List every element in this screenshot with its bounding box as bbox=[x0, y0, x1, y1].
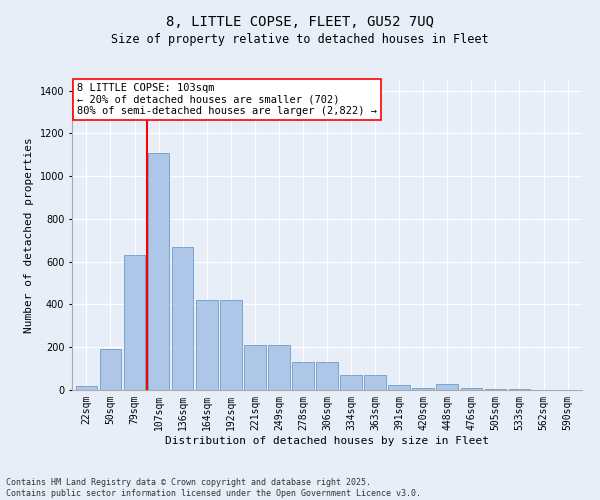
Text: 8 LITTLE COPSE: 103sqm
← 20% of detached houses are smaller (702)
80% of semi-de: 8 LITTLE COPSE: 103sqm ← 20% of detached… bbox=[77, 83, 377, 116]
Bar bbox=[436, 384, 458, 390]
Bar bbox=[388, 384, 410, 390]
Bar bbox=[196, 300, 218, 390]
Bar bbox=[124, 256, 145, 390]
Bar bbox=[148, 152, 169, 390]
Text: Contains HM Land Registry data © Crown copyright and database right 2025.
Contai: Contains HM Land Registry data © Crown c… bbox=[6, 478, 421, 498]
Bar bbox=[364, 375, 386, 390]
Bar bbox=[244, 345, 266, 390]
X-axis label: Distribution of detached houses by size in Fleet: Distribution of detached houses by size … bbox=[165, 436, 489, 446]
Text: 8, LITTLE COPSE, FLEET, GU52 7UQ: 8, LITTLE COPSE, FLEET, GU52 7UQ bbox=[166, 15, 434, 29]
Bar bbox=[172, 247, 193, 390]
Bar bbox=[412, 388, 434, 390]
Y-axis label: Number of detached properties: Number of detached properties bbox=[24, 137, 34, 333]
Bar bbox=[340, 375, 362, 390]
Bar bbox=[461, 388, 482, 390]
Bar bbox=[100, 350, 121, 390]
Bar bbox=[76, 386, 97, 390]
Bar bbox=[292, 362, 314, 390]
Text: Size of property relative to detached houses in Fleet: Size of property relative to detached ho… bbox=[111, 32, 489, 46]
Bar bbox=[268, 345, 290, 390]
Bar bbox=[485, 389, 506, 390]
Bar bbox=[316, 362, 338, 390]
Bar bbox=[220, 300, 242, 390]
